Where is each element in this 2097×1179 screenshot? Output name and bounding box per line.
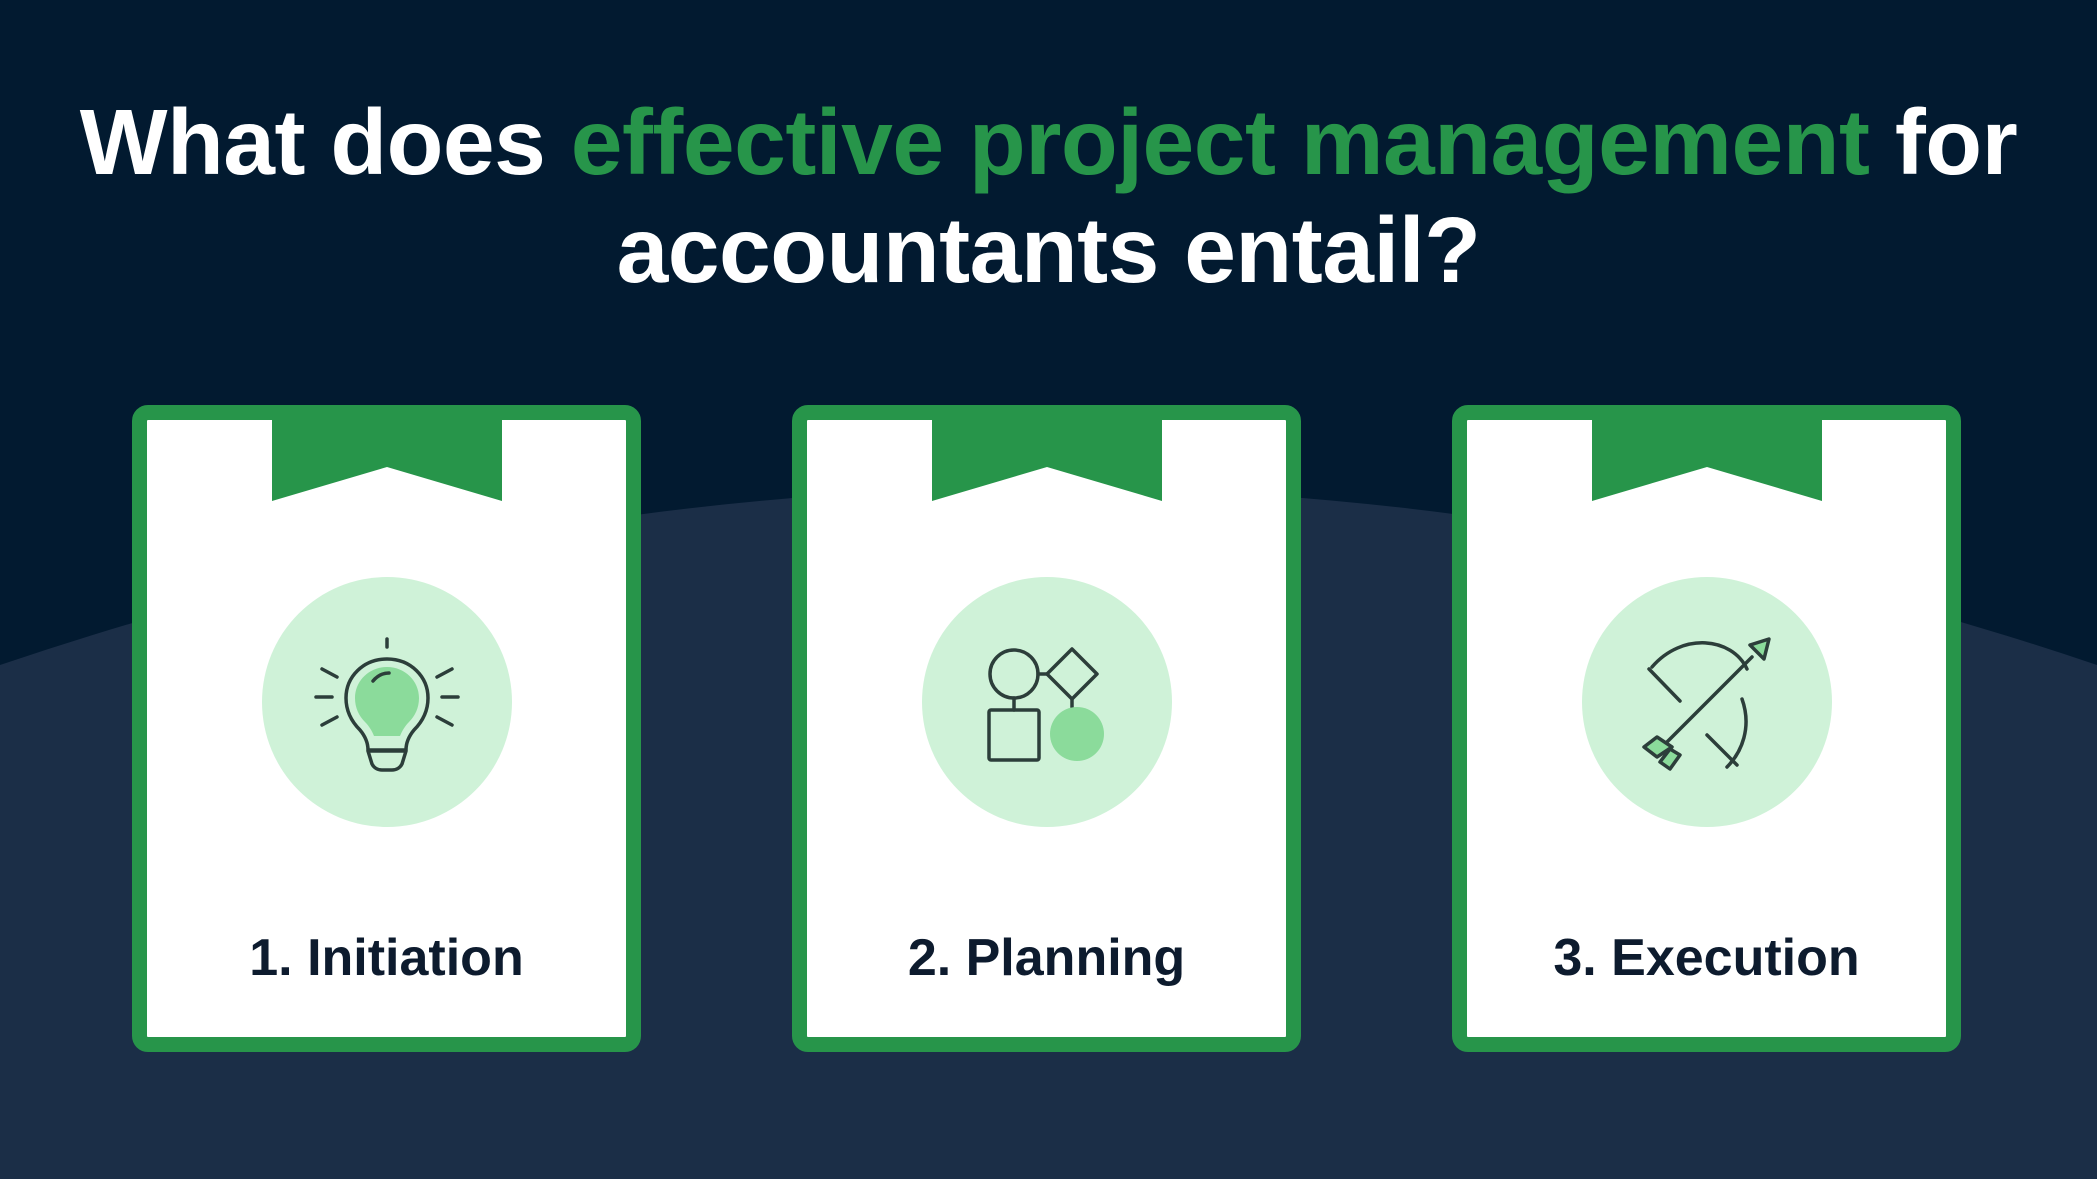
card-label: 2. Planning — [907, 929, 1186, 987]
page-title: What does effective project management f… — [0, 88, 2097, 304]
ribbon-decoration — [932, 420, 1162, 501]
icon-circle — [922, 577, 1172, 827]
flowchart-shapes-icon — [987, 647, 1104, 762]
lightbulb-icon — [314, 637, 460, 772]
bow-and-arrow-icon — [1642, 637, 1771, 771]
icon-circle — [1582, 577, 1832, 827]
title-part-2: for accountants entail? — [616, 90, 2018, 302]
card-label: 1. Initiation — [249, 929, 524, 987]
title-part-1: What does — [79, 90, 571, 194]
card-label: 3. Execution — [1553, 929, 1860, 987]
ribbon-decoration — [1592, 420, 1822, 501]
title-highlight: effective project management — [570, 90, 1870, 194]
ribbon-decoration — [272, 420, 502, 501]
card-execution: 3. Execution — [1452, 405, 1961, 1052]
card-initiation: 1. Initiation — [132, 405, 641, 1052]
card-planning: 2. Planning — [792, 405, 1301, 1052]
icon-circle — [262, 577, 512, 827]
